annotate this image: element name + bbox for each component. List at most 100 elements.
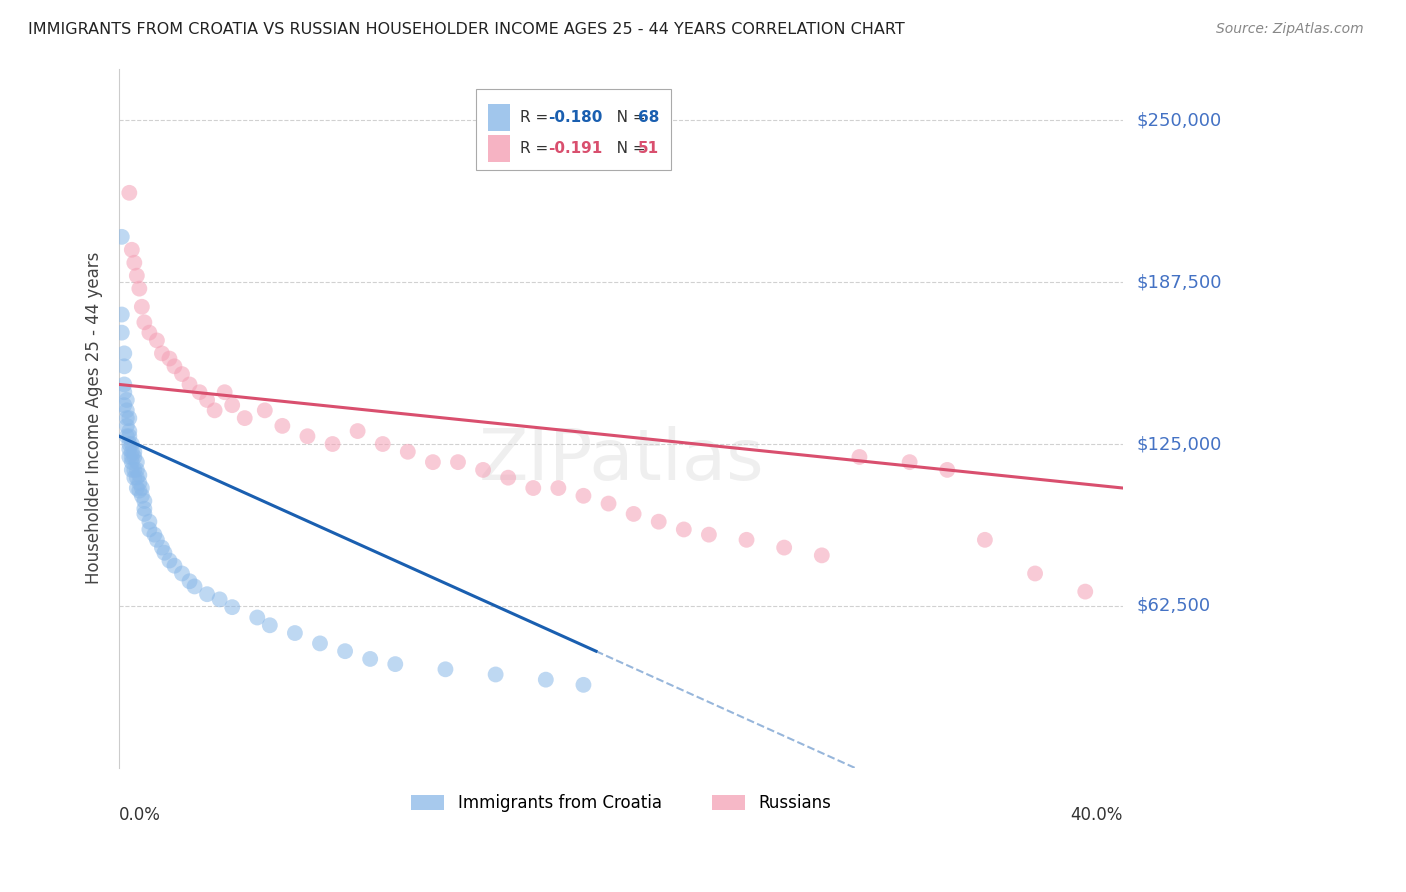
Point [170, 566, 193, 581]
Point [163, 359, 186, 374]
Point [146, 533, 169, 547]
Point [112, 377, 135, 392]
Point [810, 549, 832, 563]
Text: ZIPatlas: ZIPatlas [478, 425, 763, 494]
Point [434, 662, 457, 676]
Point [534, 673, 557, 687]
Point [396, 444, 419, 458]
Point [121, 437, 143, 451]
Point [112, 385, 135, 400]
Point [111, 230, 134, 244]
Point [735, 533, 758, 547]
Point [672, 523, 695, 537]
Point [138, 326, 160, 340]
Point [195, 587, 218, 601]
Point [128, 475, 150, 490]
Point [112, 398, 135, 412]
Point [159, 351, 181, 366]
Point [134, 507, 156, 521]
Text: R =: R = [520, 141, 553, 156]
Point [346, 424, 368, 438]
Point [547, 481, 569, 495]
Point [214, 385, 236, 400]
Text: 40.0%: 40.0% [1070, 806, 1123, 824]
Point [115, 411, 138, 425]
Point [118, 186, 141, 200]
Point [898, 455, 921, 469]
Point [496, 471, 519, 485]
Point [848, 450, 870, 464]
Point [572, 489, 595, 503]
Point [522, 481, 544, 495]
Point [112, 346, 135, 360]
Point [153, 546, 176, 560]
Text: N =: N = [602, 110, 651, 125]
Point [128, 468, 150, 483]
Point [233, 411, 256, 425]
Point [1074, 584, 1097, 599]
Point [131, 300, 153, 314]
Point [973, 533, 995, 547]
Point [112, 359, 135, 374]
Text: N =: N = [602, 141, 651, 156]
Point [297, 429, 319, 443]
Point [121, 243, 143, 257]
Text: -0.191: -0.191 [548, 141, 602, 156]
Point [111, 308, 134, 322]
Point [121, 463, 143, 477]
Point [118, 442, 141, 457]
FancyBboxPatch shape [488, 104, 510, 131]
Text: 68: 68 [638, 110, 659, 125]
Point [179, 377, 201, 392]
Text: Source: ZipAtlas.com: Source: ZipAtlas.com [1216, 22, 1364, 37]
Point [309, 636, 332, 650]
Legend: Immigrants from Croatia, Russians: Immigrants from Croatia, Russians [411, 794, 831, 812]
Point [125, 268, 148, 283]
Text: $125,000: $125,000 [1137, 435, 1222, 453]
Point [422, 455, 444, 469]
Text: 51: 51 [638, 141, 659, 156]
Y-axis label: Householder Income Ages 25 - 44 years: Householder Income Ages 25 - 44 years [86, 252, 103, 584]
Point [124, 463, 146, 477]
Point [115, 392, 138, 407]
Point [134, 494, 156, 508]
Point [134, 501, 156, 516]
Point [271, 418, 294, 433]
Point [384, 657, 406, 672]
Point [121, 444, 143, 458]
Point [143, 527, 166, 541]
Point [195, 392, 218, 407]
Point [128, 282, 150, 296]
Point [572, 678, 595, 692]
Point [146, 334, 169, 348]
Point [125, 481, 148, 495]
Point [118, 450, 141, 464]
Point [259, 618, 281, 632]
Point [472, 463, 495, 477]
Point [333, 644, 356, 658]
FancyBboxPatch shape [488, 135, 510, 161]
Point [221, 398, 243, 412]
Point [183, 579, 205, 593]
Point [485, 667, 508, 681]
Text: $187,500: $187,500 [1137, 273, 1222, 291]
Point [118, 411, 141, 425]
Point [125, 463, 148, 477]
Point [124, 471, 146, 485]
Text: $250,000: $250,000 [1137, 112, 1222, 129]
Point [447, 455, 470, 469]
Point [598, 497, 620, 511]
Point [697, 527, 720, 541]
Point [284, 626, 307, 640]
Point [125, 471, 148, 485]
Point [936, 463, 959, 477]
Point [131, 481, 153, 495]
Point [115, 403, 138, 417]
Point [648, 515, 671, 529]
Point [188, 385, 211, 400]
Point [121, 455, 143, 469]
Point [359, 652, 381, 666]
Point [163, 558, 186, 573]
Point [134, 315, 156, 329]
Text: $62,500: $62,500 [1137, 597, 1211, 615]
